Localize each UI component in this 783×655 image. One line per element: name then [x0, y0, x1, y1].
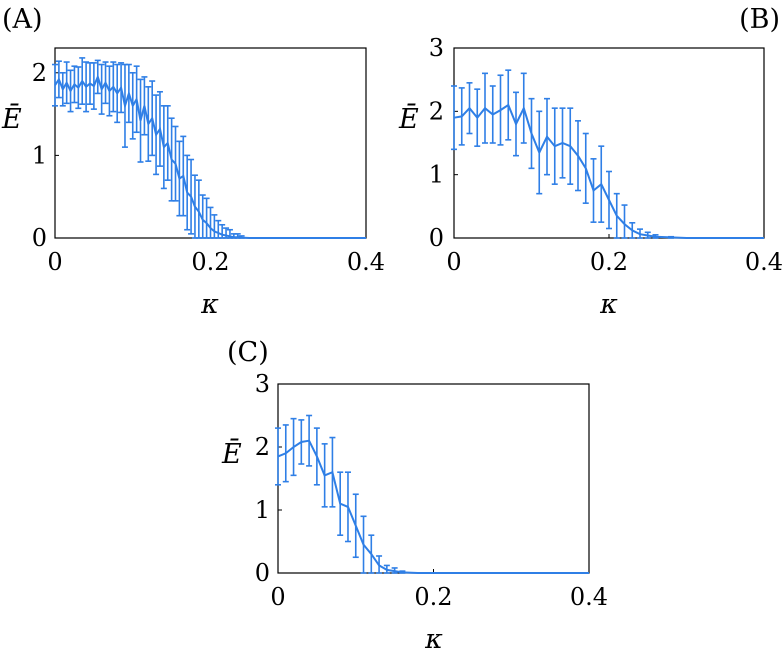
x-tick-label-b-2: 0.4: [745, 248, 783, 276]
series-line-a-0: [54, 74, 366, 239]
series-line-b-0: [453, 103, 764, 239]
x-tick-label-c-0: 0: [270, 583, 285, 611]
series-line-c-0: [277, 439, 589, 574]
series-a-0: [52, 57, 366, 239]
y-tick-label-a-2: 2: [32, 59, 47, 87]
y-axis-label-a: Ē: [1, 102, 22, 135]
y-tick-label-c-1: 1: [255, 496, 270, 524]
y-axis-label-c: Ē: [221, 437, 242, 470]
x-tick-label-a-0: 0: [47, 248, 62, 276]
panel-c: 0 0.2 0.4 0 1 2 3(C) Ēκ: [221, 337, 608, 655]
panel-label-b: (B): [739, 4, 780, 35]
plot-frame-a: [54, 47, 367, 239]
y-tick-label-c-2: 2: [255, 433, 270, 461]
error-bar-c-0: [275, 427, 281, 486]
panel-label-c: (C): [227, 337, 269, 368]
x-tick-label-a-1: 0.2: [191, 248, 229, 276]
y-tick-label-b-2: 2: [429, 97, 444, 125]
y-tick-label-c-0: 0: [255, 559, 270, 587]
series-b-0: [451, 69, 764, 239]
x-tick-label-b-1: 0.2: [590, 248, 628, 276]
y-axis-label-b: Ē: [398, 102, 419, 135]
x-axis-label-b: κ: [599, 289, 618, 320]
error-bar-b-22: [621, 204, 628, 239]
y-tick-label-a-0: 0: [32, 224, 47, 252]
y-tick-label-a-1: 1: [32, 141, 47, 169]
series-c-0: [275, 414, 589, 574]
x-axis-label-c: κ: [424, 624, 443, 655]
panel-a: 0 0.2 0.4 0 1 2 (A) Ēκ: [1, 4, 385, 320]
x-tick-label-c-1: 0.2: [414, 583, 452, 611]
panel-b: 0 0.2 0.4 0 1 2 3 (B) Ēκ: [398, 4, 783, 320]
y-tick-label-c-3: 3: [255, 370, 270, 398]
x-tick-label-b-0: 0: [446, 248, 461, 276]
y-tick-label-b-3: 3: [429, 34, 444, 62]
y-tick-label-b-0: 0: [429, 224, 444, 252]
plot-frame-c: [277, 383, 590, 574]
panel-label-a: (A): [2, 4, 43, 35]
y-tick-label-b-1: 1: [429, 161, 444, 189]
x-tick-label-c-2: 0.4: [570, 583, 608, 611]
x-axis-label-a: κ: [200, 289, 219, 320]
x-tick-label-a-2: 0.4: [347, 248, 385, 276]
